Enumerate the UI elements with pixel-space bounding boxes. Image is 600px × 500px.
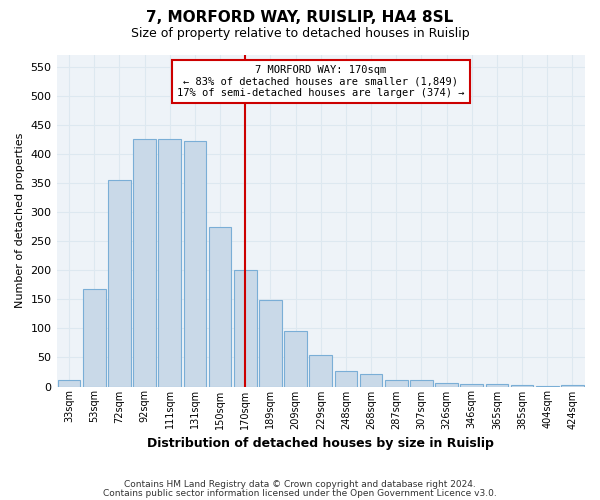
Bar (360, 374, 382, 386)
Bar (335, 371, 357, 386)
Bar (184, 141, 206, 386)
Y-axis label: Number of detached properties: Number of detached properties (15, 133, 25, 308)
Bar (83, 289, 106, 386)
Bar (259, 300, 282, 386)
Text: 7 MORFORD WAY: 170sqm
← 83% of detached houses are smaller (1,849)
17% of semi-d: 7 MORFORD WAY: 170sqm ← 83% of detached … (177, 65, 464, 98)
Bar (209, 226, 232, 386)
Bar (410, 380, 433, 386)
Bar (158, 140, 181, 386)
Bar (435, 383, 458, 386)
Bar (460, 384, 483, 386)
Bar (485, 384, 508, 386)
Bar (108, 180, 131, 386)
Text: Contains HM Land Registry data © Crown copyright and database right 2024.: Contains HM Land Registry data © Crown c… (124, 480, 476, 489)
Bar (385, 380, 407, 386)
X-axis label: Distribution of detached houses by size in Ruislip: Distribution of detached houses by size … (148, 437, 494, 450)
Bar (58, 380, 80, 386)
Bar (234, 270, 257, 386)
Bar (310, 354, 332, 386)
Bar (133, 140, 156, 386)
Bar (284, 332, 307, 386)
Text: 7, MORFORD WAY, RUISLIP, HA4 8SL: 7, MORFORD WAY, RUISLIP, HA4 8SL (146, 10, 454, 25)
Text: Size of property relative to detached houses in Ruislip: Size of property relative to detached ho… (131, 28, 469, 40)
Text: Contains public sector information licensed under the Open Government Licence v3: Contains public sector information licen… (103, 489, 497, 498)
